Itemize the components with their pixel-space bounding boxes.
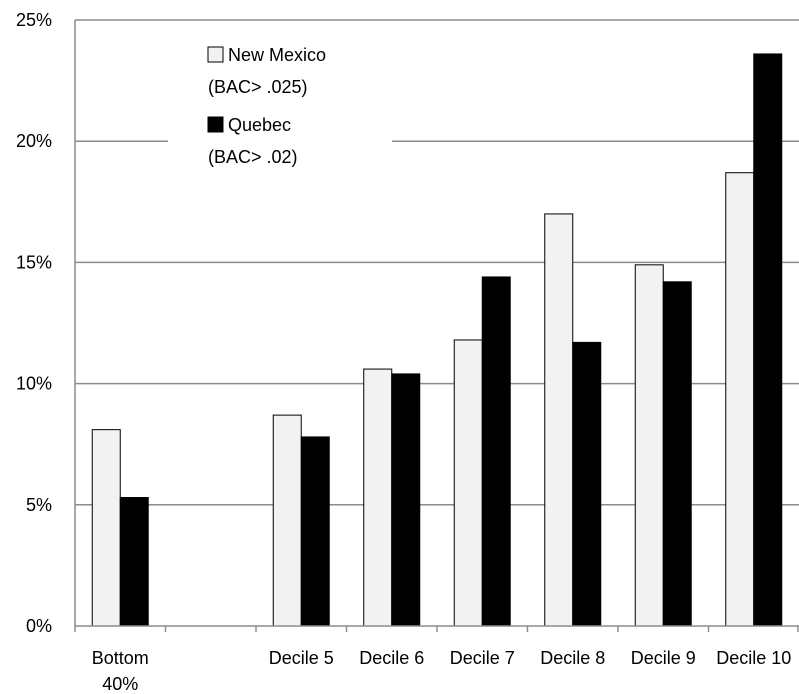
y-tick-label: 20% [16, 131, 52, 151]
bar-quebec [300, 436, 330, 627]
x-tick-label: 40% [102, 674, 138, 694]
bar-quebec [662, 281, 692, 627]
y-tick-label: 15% [16, 252, 52, 272]
x-tick-label: Decile 6 [359, 648, 424, 668]
bar-quebec [391, 373, 421, 627]
y-tick-label: 5% [26, 495, 52, 515]
legend-label-quebec-line-2: (BAC> .02) [208, 147, 298, 167]
legend-swatch-quebec [207, 116, 224, 133]
x-tick-label: Decile 9 [631, 648, 696, 668]
y-tick-label: 0% [26, 616, 52, 636]
x-tick-label: Bottom [92, 648, 149, 668]
legend-swatch-new-mexico [207, 46, 224, 63]
bar-new-mexico [363, 368, 393, 627]
x-tick-label: Decile 5 [269, 648, 334, 668]
legend-label-quebec-line-1: Quebec [228, 115, 291, 135]
legend-label-new-mexico-line-2: (BAC> .025) [208, 77, 308, 97]
bar-quebec [481, 276, 511, 627]
y-tick-label: 10% [16, 374, 52, 394]
bar-new-mexico [91, 429, 121, 627]
x-tick-label: Decile 8 [540, 648, 605, 668]
x-tick-label: Decile 10 [716, 648, 791, 668]
bar-new-mexico [272, 414, 302, 627]
x-tick-label: Decile 7 [450, 648, 515, 668]
x-axis: Bottom 40% Decile 5 Decile 6 Decile 7 Decile … [74, 625, 799, 694]
bar-new-mexico [725, 172, 755, 627]
legend-label-new-mexico-line-1: New Mexico [228, 45, 326, 65]
bar-quebec [119, 497, 149, 627]
y-tick-label: 25% [16, 10, 52, 30]
bar-new-mexico [453, 339, 483, 627]
bars [91, 53, 783, 627]
bar-new-mexico [634, 264, 664, 627]
legend-background [168, 42, 392, 192]
bar-new-mexico [544, 213, 574, 627]
bar-quebec [753, 53, 783, 627]
legend: New Mexico (BAC> .025) Quebec (BAC> .02) [168, 42, 392, 192]
y-axis: 0% 5% 10% 15% 20% 25% [16, 10, 76, 636]
bar-quebec [572, 341, 602, 627]
